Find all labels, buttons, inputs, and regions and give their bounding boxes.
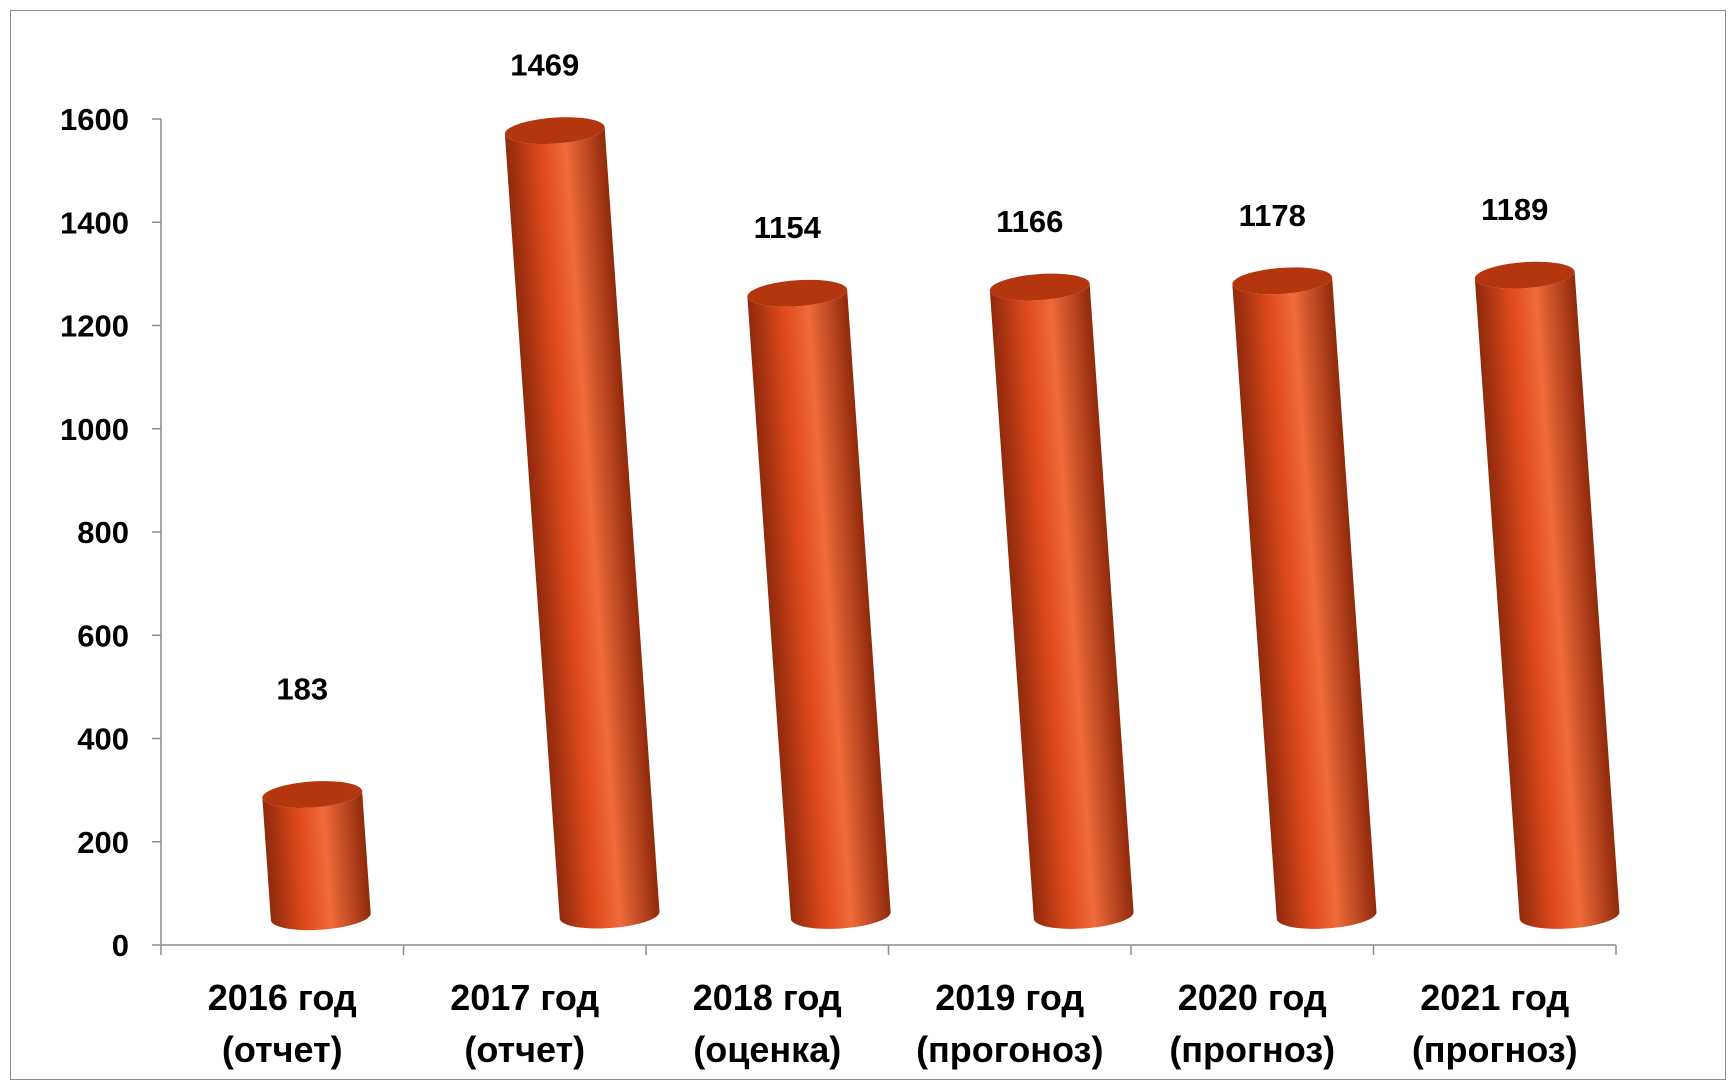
bar-1 [262, 781, 371, 931]
x-tick-label-sub: (прогноз) [1412, 1029, 1578, 1070]
bar-top [504, 117, 605, 145]
bar-body [1474, 271, 1620, 929]
x-tick-label-sub: (прогноз) [1169, 1029, 1335, 1070]
bar-top [262, 781, 363, 808]
bar-6 [1474, 261, 1620, 929]
bars [262, 117, 1620, 931]
x-tick-label: 2020 год [1178, 977, 1327, 1018]
bar-body [1232, 277, 1377, 929]
bar-top [1474, 261, 1575, 289]
y-tick-label: 1400 [60, 205, 129, 240]
y-tick-label: 0 [112, 928, 129, 963]
data-label: 1154 [754, 210, 822, 245]
bar-4 [989, 273, 1134, 929]
x-tick-label: 2021 год [1420, 977, 1569, 1018]
data-labels: 183 1469 1154 1166 1178 1189 [276, 48, 1548, 707]
y-tick-label: 800 [77, 515, 129, 550]
x-tick-label: 2016 год [208, 977, 357, 1018]
y-tick-label: 600 [77, 618, 129, 653]
data-label: 1469 [510, 48, 579, 83]
y-tick-labels: 0 200 400 600 800 1000 1200 1400 1600 [60, 102, 129, 963]
data-label: 1166 [996, 204, 1063, 239]
x-tick-labels: 2016 год (отчет) 2017 год (отчет) 2018 год (о… [208, 977, 1578, 1070]
bar-top [747, 279, 848, 307]
x-tick-label-sub: (отчет) [222, 1029, 343, 1070]
bar-body [262, 791, 371, 931]
bar-body [504, 127, 660, 929]
data-label: 1178 [1239, 198, 1306, 233]
y-tick-label: 1600 [60, 102, 129, 137]
bar-body [747, 289, 891, 929]
x-tick-label-sub: (оценка) [693, 1029, 841, 1070]
y-tick-label: 1200 [60, 309, 129, 344]
x-tick-label-sub: (отчет) [464, 1029, 585, 1070]
bar-body [989, 283, 1134, 929]
y-tick-label: 400 [77, 722, 129, 757]
x-tick-label: 2019 год [935, 977, 1084, 1018]
x-tick-label: 2017 год [450, 977, 599, 1018]
bar-2 [504, 117, 660, 929]
axes [152, 118, 1617, 955]
x-tick-label: 2018 год [693, 977, 842, 1018]
y-tick-label: 1000 [60, 412, 129, 447]
bar-top [989, 273, 1090, 301]
data-label: 183 [276, 672, 328, 707]
x-tick-label-sub: (прогоноз) [916, 1029, 1103, 1070]
data-label: 1189 [1481, 192, 1548, 227]
bar-5 [1232, 267, 1377, 929]
bar-top [1232, 267, 1333, 295]
bar-3 [747, 279, 891, 929]
y-tick-label: 200 [77, 825, 129, 860]
